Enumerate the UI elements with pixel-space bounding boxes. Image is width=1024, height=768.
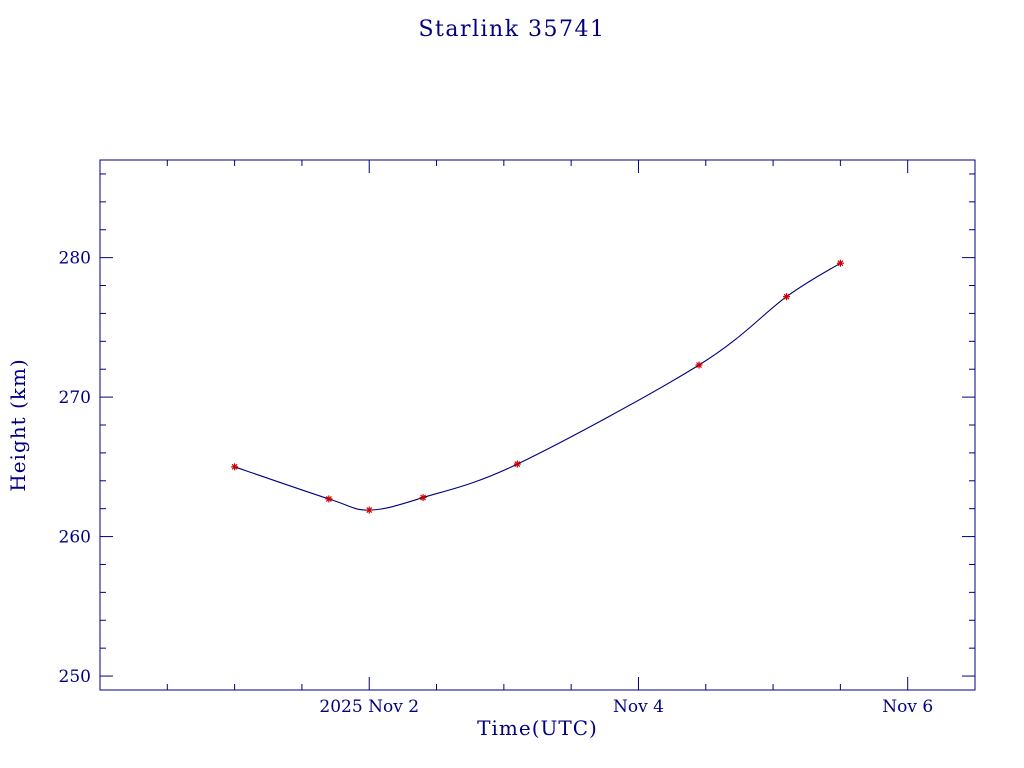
data-point-marker	[419, 494, 427, 502]
x-tick-label: Nov 4	[613, 697, 664, 717]
y-tick-label: 250	[59, 667, 91, 687]
chart-title: Starlink 35741	[418, 17, 606, 42]
data-point-marker	[365, 506, 373, 514]
marker-center-dot	[698, 364, 701, 367]
marker-center-dot	[785, 295, 788, 298]
data-point-marker	[836, 259, 844, 267]
marker-center-dot	[516, 463, 519, 466]
marker-center-dot	[327, 497, 330, 500]
data-point-marker	[783, 293, 791, 301]
data-point-marker	[695, 361, 703, 369]
data-point-marker	[513, 460, 521, 468]
data-point-marker	[231, 463, 239, 471]
marker-center-dot	[368, 509, 371, 512]
y-tick-label: 260	[59, 528, 91, 548]
x-tick-label: 2025 Nov 2	[319, 697, 419, 717]
marker-center-dot	[233, 465, 236, 468]
x-axis-label: Time(UTC)	[477, 716, 598, 740]
data-point-marker	[325, 495, 333, 503]
x-tick-label: Nov 6	[882, 697, 933, 717]
plot-frame	[99, 159, 976, 691]
y-tick-label: 280	[59, 249, 91, 269]
marker-center-dot	[422, 496, 425, 499]
y-tick-label: 270	[59, 388, 91, 408]
marker-center-dot	[839, 262, 842, 265]
height-curve	[234, 262, 841, 511]
